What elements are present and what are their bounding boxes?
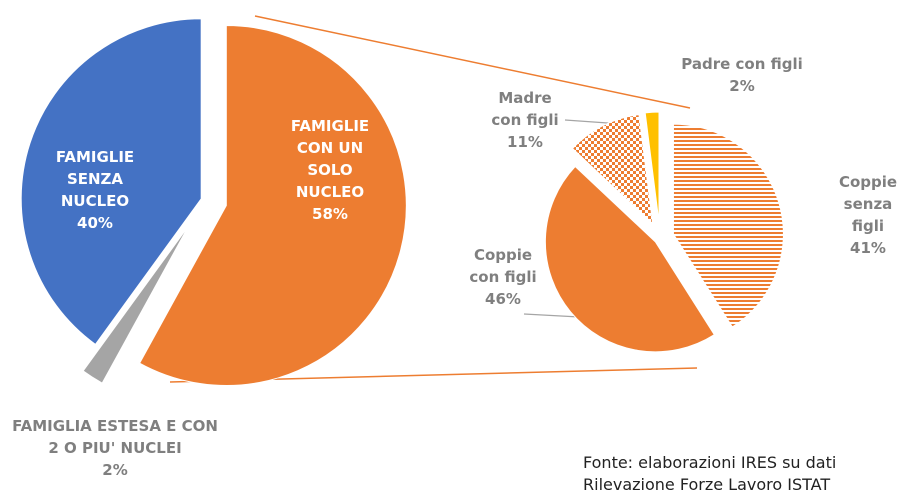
slice-label: FAMIGLIE CON UN SOLO NUCLEO 58%: [283, 115, 378, 225]
slice-category: Madre con figli: [491, 89, 559, 129]
slice-label: Madre con figli 11%: [483, 87, 568, 153]
slice-value-label: 46%: [485, 290, 521, 308]
slice-category: Coppie senza figli: [838, 173, 898, 235]
slice-label: FAMIGLIE SENZA NUCLEO 40%: [45, 146, 145, 234]
pie-slice: [82, 225, 190, 384]
slice-value-label: 11%: [507, 133, 543, 151]
slice-category: Coppie con figli: [469, 246, 537, 286]
slice-category: FAMIGLIE CON UN SOLO NUCLEO: [290, 117, 370, 201]
slice-label: Padre con figli 2%: [642, 53, 842, 97]
slice-label: Coppie con figli 46%: [461, 244, 546, 310]
pie-slice: [138, 24, 407, 386]
slice-label: FAMIGLIA ESTESA E CON 2 O PIU' NUCLEI 2%: [8, 415, 223, 481]
pie-slice: [644, 111, 660, 223]
slice-value-label: 2%: [102, 461, 128, 479]
slice-category: FAMIGLIA ESTESA E CON 2 O PIU' NUCLEI: [12, 417, 218, 457]
pie-slice: [571, 114, 654, 226]
pie-slice: [672, 123, 784, 328]
pie-slice: [544, 165, 716, 353]
pie-slice: [20, 18, 202, 346]
slice-value-label: 40%: [77, 214, 113, 232]
source-note: Fonte: elaborazioni IRES su dati Rilevaz…: [583, 453, 837, 494]
slice-value-label: 2%: [729, 77, 755, 95]
connector: [254, 15, 691, 109]
slice-label: Coppie senza figli 41%: [828, 171, 908, 259]
slice-value-label: 58%: [312, 205, 348, 223]
slice-category: Padre con figli: [681, 55, 803, 73]
slice-category: FAMIGLIE SENZA NUCLEO: [55, 148, 135, 210]
slice-value-label: 41%: [850, 239, 886, 257]
